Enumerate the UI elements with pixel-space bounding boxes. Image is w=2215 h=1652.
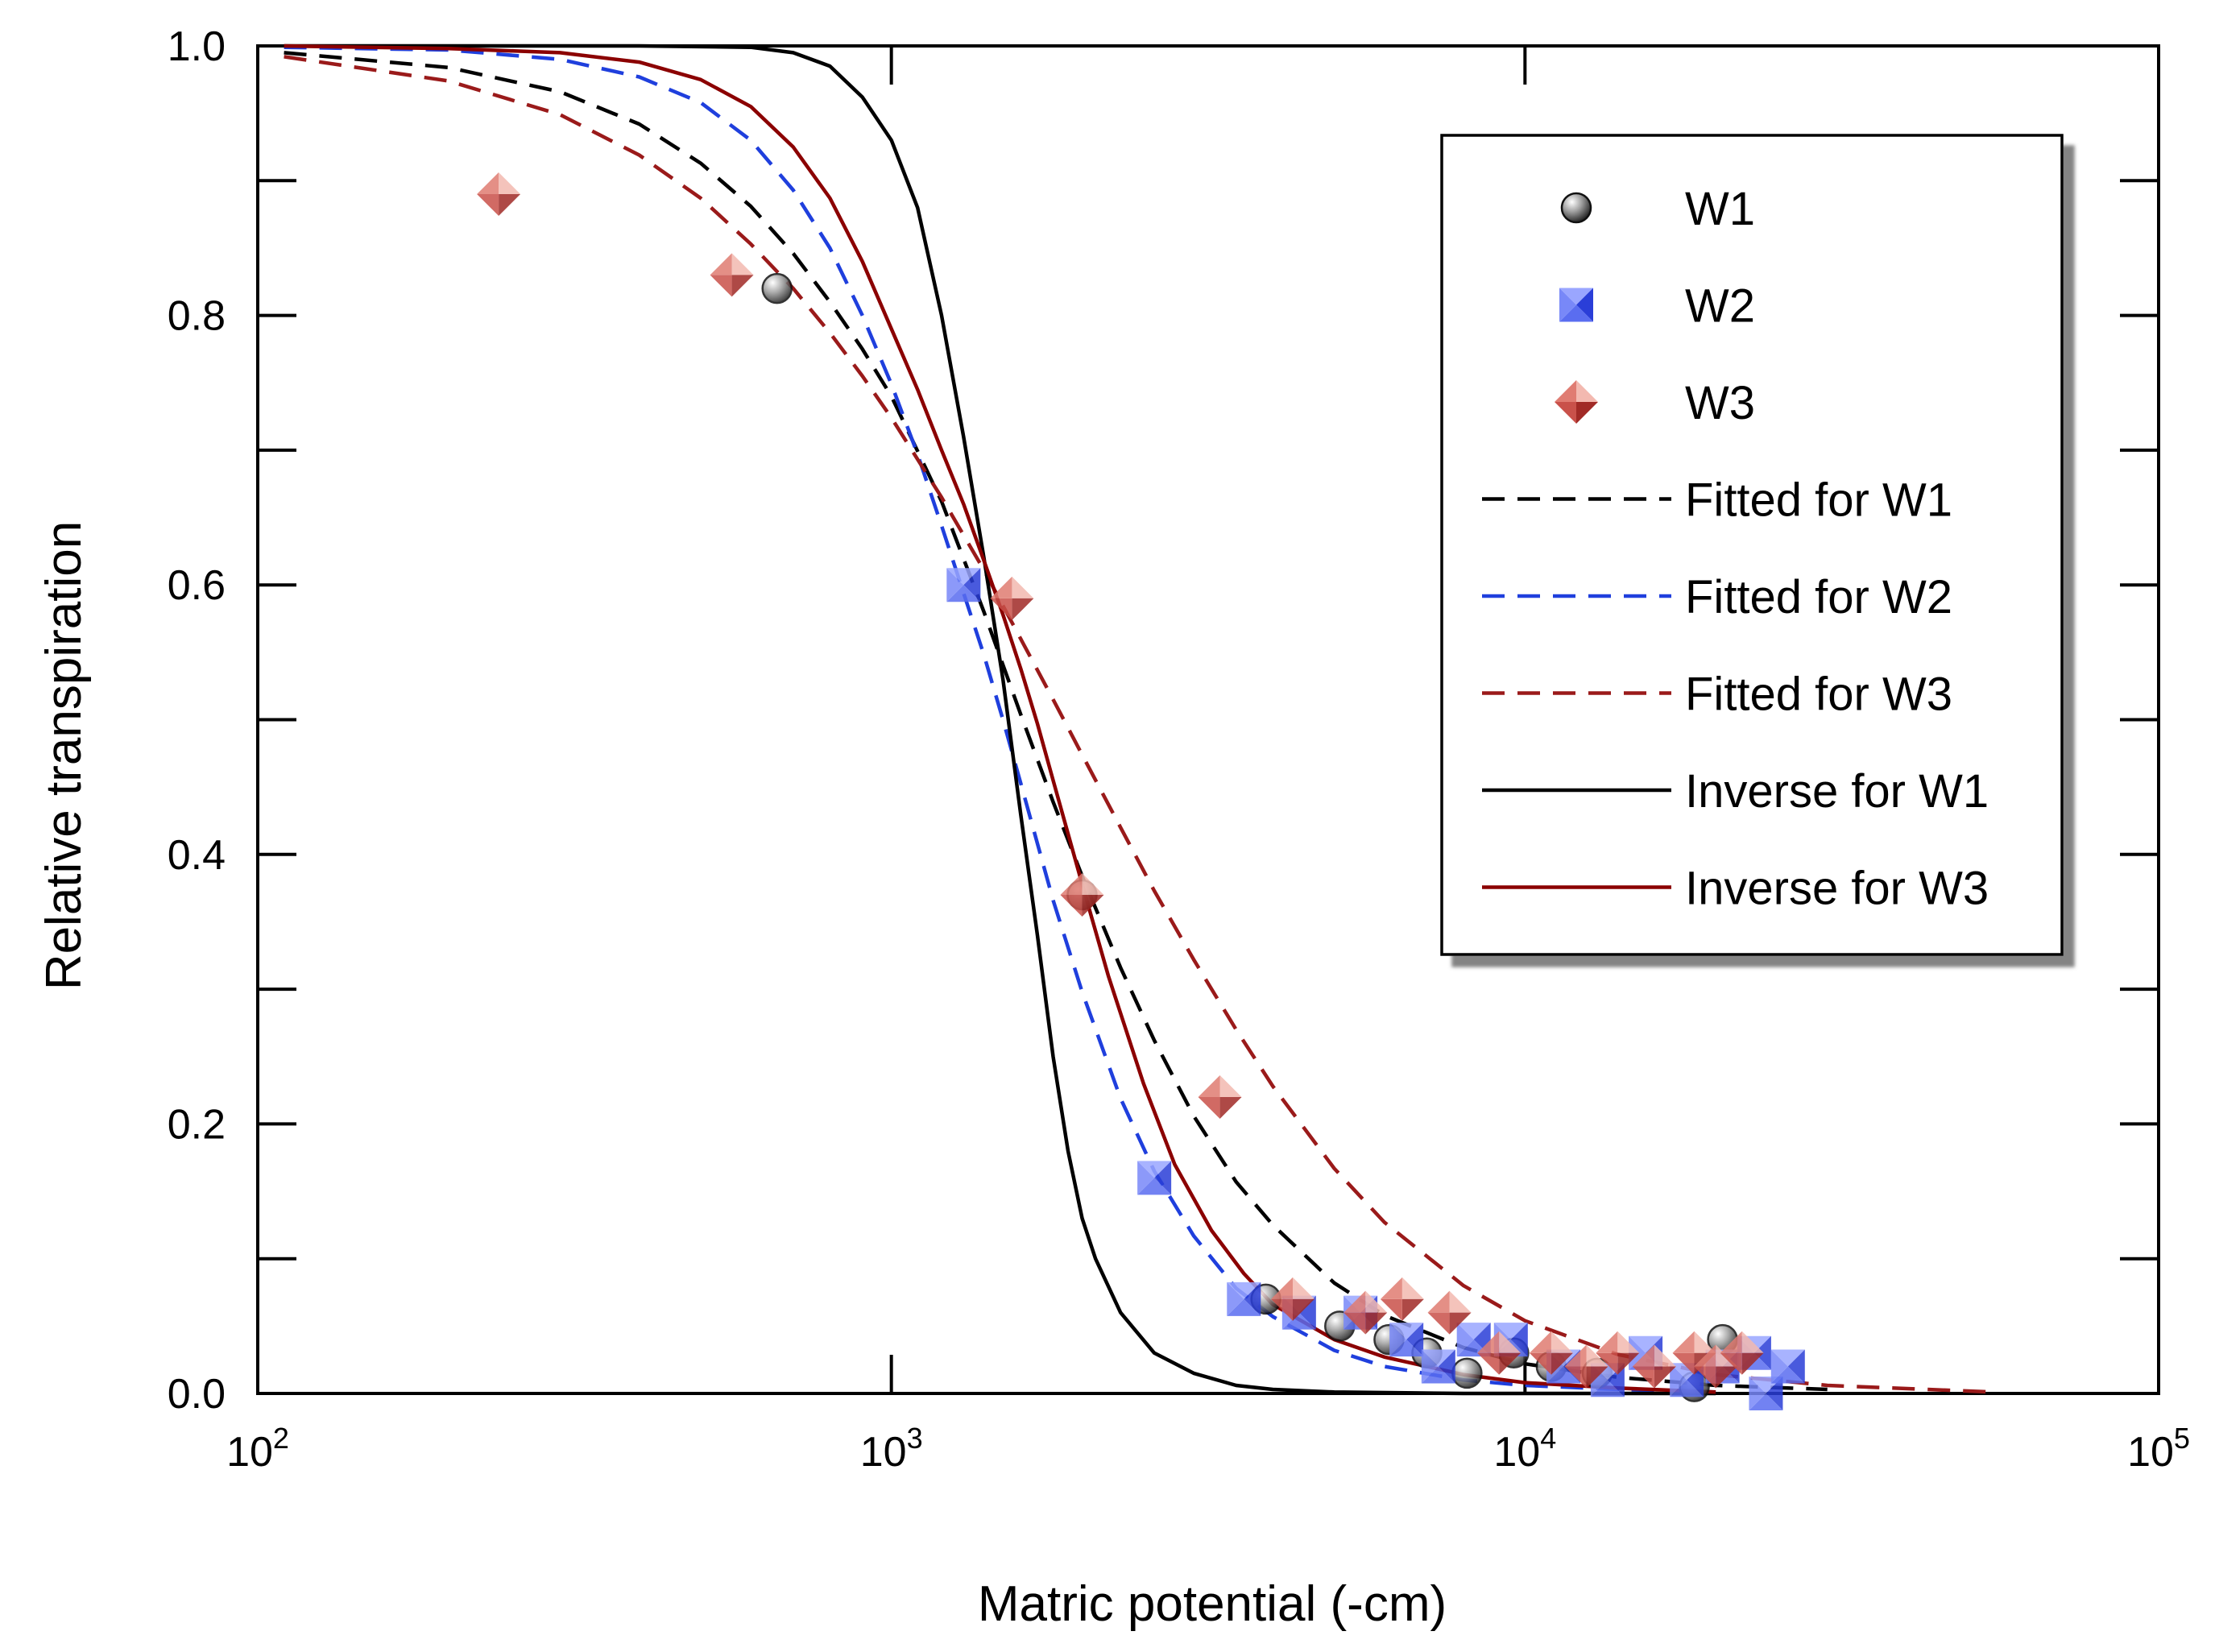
x-tick-label: 102 [226, 1422, 289, 1476]
y-tick-label: 0.8 [168, 293, 226, 340]
y-tick-label: 0.4 [168, 832, 226, 879]
data-point-w1 [761, 272, 793, 304]
data-point-w3 [477, 172, 521, 217]
legend-label: Fitted for W3 [1685, 669, 1952, 721]
data-point-w1 [1451, 1357, 1483, 1389]
data-point-w3 [1596, 1331, 1640, 1375]
legend-label: Fitted for W1 [1685, 474, 1952, 527]
legend-marker-w3 [1555, 380, 1598, 424]
data-point-w3 [1632, 1344, 1676, 1389]
series-line-fitted-for-w2 [284, 45, 1716, 1394]
data-point-w3 [1343, 1290, 1388, 1335]
axis-ticks [256, 44, 2160, 1395]
data-point-w3 [1198, 1074, 1242, 1119]
data-point-w2 [1389, 1323, 1424, 1357]
y-tick-label: 1.0 [168, 23, 226, 70]
data-point-w3 [1060, 872, 1104, 917]
legend-label: Inverse for W1 [1685, 765, 1989, 818]
data-point-w3 [1477, 1331, 1522, 1375]
data-point-w3 [1270, 1277, 1315, 1321]
series-line-fitted-for-w1 [284, 51, 1828, 1392]
axis-tick-labels: 102 103 104 105 0.0 0.2 0.4 0.6 0.8 1.0 [168, 23, 2190, 1476]
legend-label: Fitted for W2 [1685, 571, 1952, 623]
data-point-w3 [1564, 1344, 1608, 1389]
legend-box [1440, 134, 2064, 956]
x-axis-title: Matric potential (-cm) [978, 1576, 1447, 1632]
legend-marker-w1 [1560, 192, 1592, 224]
legend-label: W2 [1685, 280, 1755, 333]
data-point-w2 [946, 568, 981, 602]
legend: W1 W2 W3 Fitted for W1 Fitted for W2 Fitted f… [1440, 134, 2064, 956]
data-point-w2 [1137, 1161, 1172, 1195]
y-tick-label: 0.6 [168, 562, 226, 609]
data-point-w3 [1427, 1290, 1472, 1335]
data-point-w2 [1421, 1349, 1455, 1384]
data-point-w3 [1529, 1331, 1573, 1375]
series-line-inverse-for-w1 [284, 43, 1716, 1396]
legend-marker-w2 [1559, 288, 1593, 322]
legend-label: Inverse for W3 [1685, 863, 1989, 915]
series-points [477, 172, 1805, 1410]
data-point-w2 [1227, 1281, 1261, 1316]
data-point-w2 [1770, 1349, 1805, 1384]
y-axis-title: Relative transpiration [36, 521, 92, 990]
x-tick-label: 103 [860, 1422, 923, 1476]
data-point-w3 [990, 576, 1034, 620]
legend-label: W1 [1685, 183, 1755, 235]
legend-label: W3 [1685, 377, 1755, 429]
data-point-w3 [1380, 1277, 1424, 1321]
series-line-fitted-for-w3 [284, 55, 1994, 1394]
x-tick-label: 105 [2127, 1422, 2190, 1476]
data-point-w3 [1720, 1331, 1764, 1375]
y-tick-label: 0.2 [168, 1101, 226, 1148]
x-tick-label: 104 [1493, 1422, 1556, 1476]
data-point-w3 [710, 253, 754, 297]
y-tick-label: 0.0 [168, 1371, 226, 1418]
